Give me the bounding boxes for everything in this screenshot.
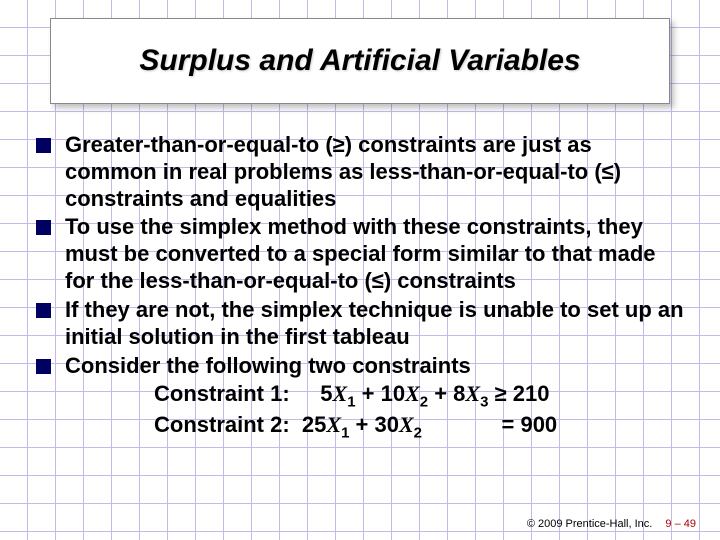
var: X	[405, 381, 420, 406]
coef: 25	[302, 412, 326, 437]
bullet-item: To use the simplex method with these con…	[36, 214, 684, 294]
slide-body: Greater-than-or-equal-to (≥) constraints…	[36, 132, 684, 443]
bullet-text: To use the simplex method with these con…	[65, 214, 684, 294]
rhs: 210	[513, 381, 550, 406]
bullet-text: Greater-than-or-equal-to (≥) constraints…	[65, 132, 684, 212]
constraint-1: Constraint 1: 5X1 + 10X2 + 8X3 ≥ 210	[154, 381, 684, 412]
var: X	[326, 412, 341, 437]
subscript: 2	[420, 394, 428, 411]
slide-footer: © 2009 Prentice-Hall, Inc. 9 – 49	[527, 518, 696, 530]
constraints-block: Constraint 1: 5X1 + 10X2 + 8X3 ≥ 210 Con…	[154, 381, 684, 442]
bullet-item: Consider the following two constraints	[36, 353, 684, 380]
bullet-square-icon	[36, 303, 51, 318]
bullet-square-icon	[36, 220, 51, 235]
slide-number: 9 – 49	[665, 518, 696, 530]
var: X	[333, 381, 348, 406]
subscript: 1	[341, 424, 349, 441]
coef: 30	[375, 412, 399, 437]
bullet-text: Consider the following two constraints	[65, 353, 684, 380]
subscript: 1	[347, 394, 355, 411]
relation: ≥	[495, 381, 507, 406]
bullet-square-icon	[36, 359, 51, 374]
subscript: 2	[414, 424, 422, 441]
copyright-text: © 2009 Prentice-Hall, Inc.	[527, 518, 653, 530]
slide-title: Surplus and Artificial Variables	[139, 44, 580, 78]
var: X	[399, 412, 414, 437]
coef: 5	[320, 381, 332, 406]
subscript: 3	[480, 394, 488, 411]
title-container: Surplus and Artificial Variables	[50, 18, 670, 104]
relation: =	[501, 412, 514, 437]
constraint-label: Constraint 2:	[154, 412, 290, 437]
bullet-item: If they are not, the simplex technique i…	[36, 297, 684, 351]
bullet-text: If they are not, the simplex technique i…	[65, 297, 684, 351]
var: X	[465, 381, 480, 406]
coef: 8	[453, 381, 465, 406]
coef: 10	[381, 381, 405, 406]
bullet-item: Greater-than-or-equal-to (≥) constraints…	[36, 132, 684, 212]
bullet-square-icon	[36, 138, 51, 153]
constraint-2: Constraint 2: 25X1 + 30X2 = 900	[154, 412, 684, 443]
rhs: 900	[520, 412, 557, 437]
constraint-label: Constraint 1:	[154, 381, 290, 406]
